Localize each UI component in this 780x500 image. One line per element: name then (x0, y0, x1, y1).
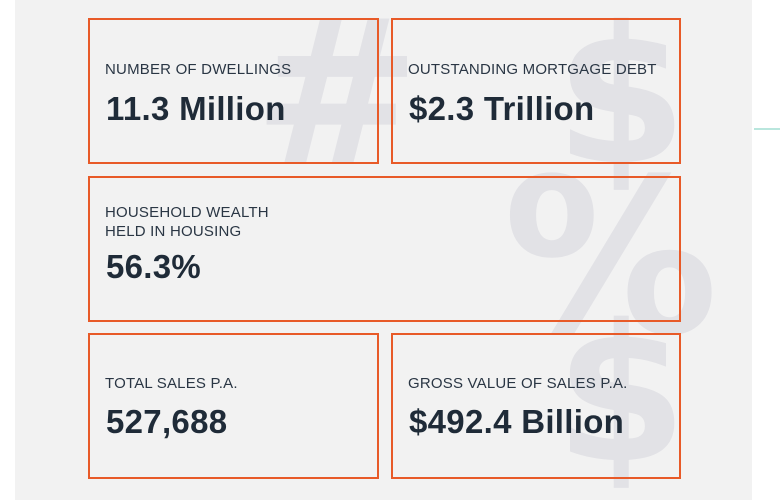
percent-watermark-icon: % (503, 132, 719, 383)
decorative-divider (754, 128, 780, 130)
dollar-watermark-icon-bottom: $ (555, 284, 688, 500)
stat-card-household-wealth: HOUSEHOLD WEALTH HELD IN HOUSING 56.3% (88, 176, 681, 322)
stat-card-total-sales: TOTAL SALES P.A. 527,688 (88, 333, 379, 479)
stat-value: $2.3 Trillion (409, 90, 595, 127)
stat-card-mortgage-debt: OUTSTANDING MORTGAGE DEBT $2.3 Trillion (391, 18, 681, 164)
stat-value: 527,688 (106, 403, 228, 440)
stat-label: NUMBER OF DWELLINGS (105, 61, 292, 78)
stats-panel: # $ % $ NUMBER OF DWELLINGS 11.3 Million… (15, 0, 752, 500)
stat-value: 11.3 Million (106, 90, 286, 127)
stat-label: HOUSEHOLD WEALTH HELD IN HOUSING (105, 204, 269, 240)
stat-card-gross-value: GROSS VALUE OF SALES P.A. $492.4 Billion (391, 333, 681, 479)
stat-value: 56.3% (106, 248, 202, 285)
stat-label: TOTAL SALES P.A. (105, 375, 238, 392)
dollar-watermark-icon: $ (555, 0, 688, 207)
stat-label: GROSS VALUE OF SALES P.A. (408, 375, 628, 392)
stat-label: OUTSTANDING MORTGAGE DEBT (408, 61, 657, 78)
stat-card-dwellings: NUMBER OF DWELLINGS 11.3 Million (88, 18, 379, 164)
stat-value: $492.4 Billion (409, 403, 625, 440)
